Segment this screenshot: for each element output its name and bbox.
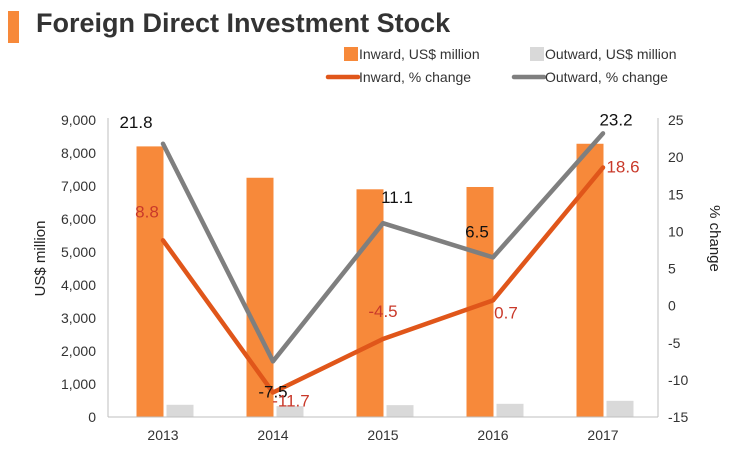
legend-outward-line-label: Outward, % change [545, 69, 668, 85]
y-tick-label: 5,000 [61, 244, 96, 260]
outward-bar [276, 406, 304, 417]
legend-inward-line-label: Inward, % change [359, 69, 471, 85]
inward-bar [246, 177, 274, 417]
inward-change-label: 8.8 [135, 202, 159, 221]
chart-title: Foreign Direct Investment Stock [36, 8, 451, 38]
y2-tick-label: 0 [668, 298, 676, 314]
title-accent-bar [8, 11, 19, 43]
x-tick-label: 2017 [587, 427, 618, 443]
y2-tick-label: 5 [668, 261, 676, 277]
outward-bar [606, 400, 634, 417]
outward-change-label: 6.5 [465, 222, 489, 241]
legend-inward-bar-swatch [344, 47, 358, 61]
outward-bar [166, 404, 194, 417]
legend-outward-bar-label: Outward, US$ million [545, 46, 677, 62]
x-tick-label: 2016 [477, 427, 508, 443]
x-tick-label: 2014 [257, 427, 288, 443]
y-tick-label: 9,000 [61, 112, 96, 128]
outward-change-line [160, 131, 606, 364]
y2-tick-label: 15 [668, 186, 684, 202]
y-tick-label: 0 [88, 409, 96, 425]
inward-bar [136, 146, 164, 417]
y-tick-label: 2,000 [61, 343, 96, 359]
y-tick-label: 1,000 [61, 376, 96, 392]
x-tick-label: 2015 [367, 427, 398, 443]
outward-change-label: 21.8 [119, 113, 152, 132]
y-tick-label: 4,000 [61, 277, 96, 293]
legend-outward-bar-swatch [530, 47, 544, 61]
inward-bar [576, 143, 604, 417]
x-tick-label: 2013 [147, 427, 178, 443]
outward-change-label: -7.5 [258, 382, 287, 401]
outward-change-label: 11.1 [381, 188, 413, 207]
inward-change-label: 0.7 [494, 303, 518, 322]
y2-tick-label: 20 [668, 149, 684, 165]
legend-inward-bar-label: Inward, US$ million [359, 46, 480, 62]
y-axis-title: US$ million [32, 221, 49, 297]
outward-change-label: 23.2 [599, 110, 632, 129]
inward-change-label: -4.5 [368, 302, 397, 321]
y-tick-label: 7,000 [61, 178, 96, 194]
y2-axis-title: % change [706, 205, 723, 272]
inward-change-label: 18.6 [606, 158, 639, 177]
y2-tick-label: -10 [668, 372, 688, 388]
y2-tick-label: -5 [668, 335, 681, 351]
outward-bar [386, 405, 414, 417]
y2-tick-label: -15 [668, 409, 688, 425]
y-tick-label: 8,000 [61, 145, 96, 161]
outward-bar [496, 403, 524, 417]
y-tick-label: 3,000 [61, 310, 96, 326]
y2-tick-label: 25 [668, 112, 684, 128]
inward-change-label: -11.7 [272, 391, 310, 410]
y2-tick-label: 10 [668, 223, 684, 239]
inward-change-line [160, 165, 606, 395]
y-tick-label: 6,000 [61, 211, 96, 227]
